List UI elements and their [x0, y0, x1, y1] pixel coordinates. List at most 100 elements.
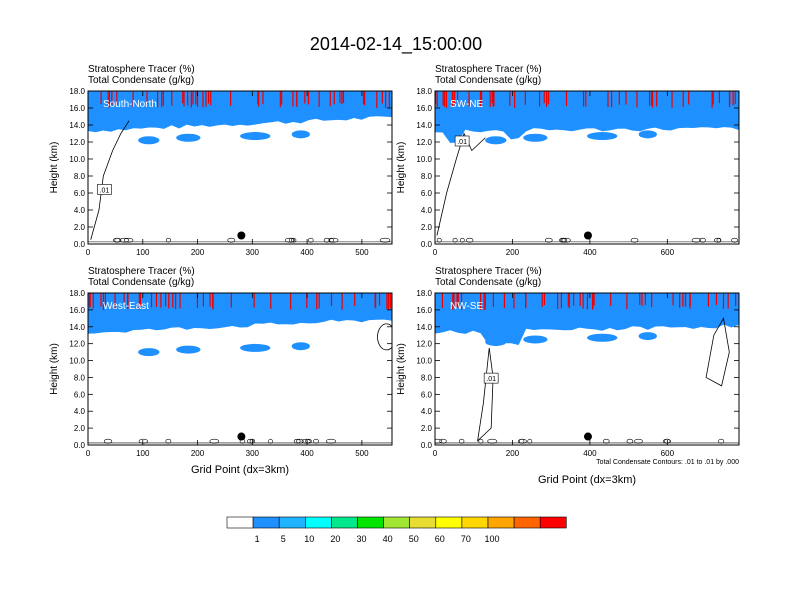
panel-label: NW-SE	[450, 301, 483, 312]
x-tick-label: 100	[136, 248, 150, 257]
y-tick-label: 18.0	[416, 87, 432, 96]
x-tick-label: 200	[506, 248, 520, 257]
colorbar-swatch	[461, 516, 489, 529]
y-tick-label: 4.0	[421, 206, 433, 215]
y-tick-label: 16.0	[416, 306, 432, 315]
y-tick-label: 16.0	[416, 104, 432, 113]
y-tick-label: 10.0	[416, 155, 432, 164]
colorbar-swatch	[331, 516, 358, 529]
y-tick-label: 12.0	[416, 340, 432, 349]
plot-area	[88, 293, 392, 444]
colorbar-swatch	[409, 516, 437, 529]
panel-title-tracer: Stratosphere Tracer (%)	[88, 266, 195, 277]
y-tick-label: 4.0	[74, 407, 86, 416]
panel-title-tracer: Stratosphere Tracer (%)	[435, 266, 542, 277]
x-tick-label: 0	[433, 449, 438, 458]
colorbar-label: 60	[435, 534, 445, 544]
plot-frame	[434, 292, 740, 446]
y-tick-label: 14.0	[416, 323, 432, 332]
y-tick-label: 2.0	[421, 424, 433, 433]
plot-area	[88, 91, 392, 243]
colorbar-swatch	[357, 516, 384, 529]
contour-label: .01	[100, 187, 110, 194]
condensate-contour	[487, 438, 498, 444]
y-axis-label: Height (km)	[49, 343, 60, 395]
y-tick-label: 6.0	[421, 189, 433, 198]
colorbar-label: 50	[409, 534, 419, 544]
panel-title-condensate: Total Condensate (g/kg)	[88, 75, 194, 86]
y-tick-label: 10.0	[416, 357, 432, 366]
plot-frame	[87, 90, 393, 245]
x-tick-label: 400	[300, 449, 314, 458]
condensate-contour	[527, 438, 533, 444]
condensate-contour	[705, 317, 730, 387]
y-tick-label: 12.0	[69, 340, 85, 349]
tracer-band	[88, 91, 392, 133]
tracer-patch	[485, 136, 507, 145]
x-tick-label: 0	[86, 449, 91, 458]
colorbar-swatch	[487, 516, 515, 529]
x-tick-label: 300	[246, 248, 260, 257]
condensate-contour	[90, 120, 130, 240]
contour-footnote: Total Condensate Contours: .01 to .01 by…	[596, 459, 739, 466]
condensate-contour	[325, 438, 337, 444]
panel-label: South-North	[103, 99, 157, 110]
tracer-patch	[291, 342, 310, 351]
tracer-band	[435, 293, 739, 345]
colorbar-swatch	[226, 516, 254, 529]
tracer-patch	[523, 335, 548, 344]
condensate-contour	[138, 438, 149, 444]
panel-title-condensate: Total Condensate (g/kg)	[435, 277, 541, 288]
colorbar-swatch	[278, 516, 306, 529]
y-tick-label: 14.0	[69, 121, 85, 130]
location-marker	[583, 432, 592, 441]
tracer-patch	[176, 345, 201, 354]
panel-sw-ne: 0.0 2.0 4.0 6.0 8.0 10.0 12.0 14.0 16.0 18.0 0 200 4…	[396, 64, 740, 257]
x-tick-label: 200	[191, 248, 205, 257]
condensate-contour	[313, 438, 320, 444]
colorbar-label: 10	[304, 534, 314, 544]
plot-frame	[434, 90, 740, 245]
y-tick-label: 14.0	[69, 323, 85, 332]
contour-label-box	[97, 184, 112, 195]
condensate-contour	[296, 438, 304, 444]
condensate-contour	[377, 323, 392, 351]
panel-title-tracer: Stratosphere Tracer (%)	[435, 64, 542, 75]
plot-area	[435, 293, 739, 444]
x-tick-label: 600	[661, 248, 675, 257]
condensate-contour	[478, 438, 484, 444]
panel-title-condensate: Total Condensate (g/kg)	[88, 277, 194, 288]
y-tick-label: 8.0	[421, 172, 433, 181]
x-tick-label: 400	[583, 449, 597, 458]
x-tick-label: 600	[661, 449, 675, 458]
y-tick-label: 8.0	[421, 373, 433, 382]
y-tick-label: 4.0	[421, 407, 433, 416]
plot-frame	[87, 292, 393, 446]
condensate-contour	[293, 438, 301, 444]
x-tick-label: 0	[433, 248, 438, 257]
y-tick-label: 0.0	[421, 441, 433, 450]
x-tick-label: 100	[136, 449, 150, 458]
location-marker	[237, 231, 246, 240]
tracer-patch	[485, 337, 507, 346]
condensate-contour	[103, 438, 113, 444]
tracer-patch	[291, 130, 310, 139]
condensate-contour	[439, 438, 447, 444]
condensate-contour	[477, 347, 494, 442]
y-axis-label: Height (km)	[49, 142, 60, 194]
location-marker	[583, 231, 592, 240]
y-tick-label: 2.0	[421, 223, 433, 232]
tracer-patch	[638, 332, 657, 341]
y-tick-label: 10.0	[69, 357, 85, 366]
panel-title-condensate: Total Condensate (g/kg)	[435, 75, 541, 86]
condensate-contour	[517, 438, 527, 444]
y-tick-label: 0.0	[421, 240, 433, 249]
tracer-patch	[587, 132, 618, 141]
tracer-patch	[587, 333, 618, 342]
y-tick-label: 6.0	[421, 390, 433, 399]
y-tick-label: 12.0	[69, 138, 85, 147]
plot-area	[435, 91, 739, 243]
condensate-contour	[626, 438, 634, 444]
y-tick-label: 2.0	[74, 223, 86, 232]
